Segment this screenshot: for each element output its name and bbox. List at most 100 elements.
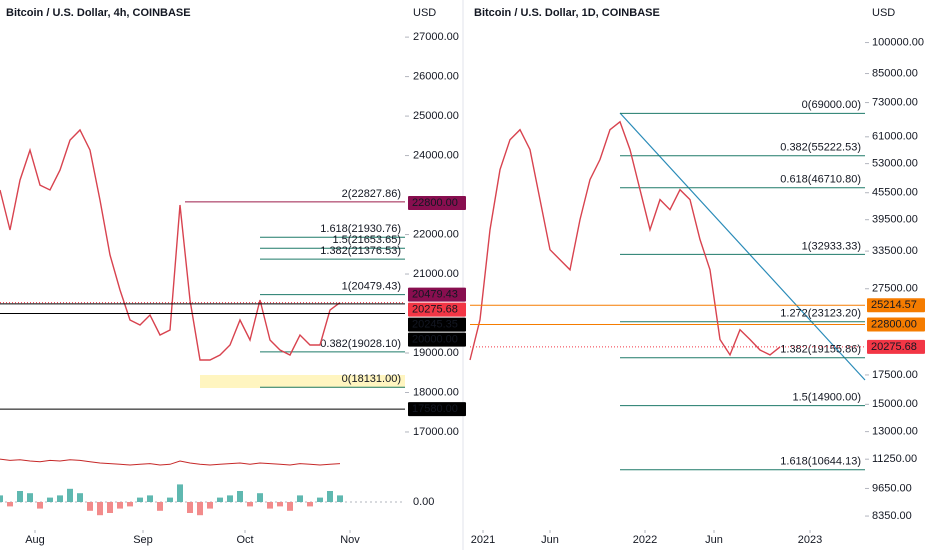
oscillator-bar [257, 493, 263, 502]
fib-label: 1.5(14900.00) [793, 392, 862, 404]
price-label: 20275.68 [871, 341, 917, 353]
oscillator-bar [127, 502, 133, 507]
oscillator-bar [327, 491, 333, 502]
x-tick-label: Sep [133, 534, 153, 546]
price-label: 20245.35 [412, 318, 458, 330]
fib-label: 1.5(21653.65) [333, 234, 402, 246]
price-label-box [408, 317, 466, 332]
y-tick-label: 8350.00 [872, 510, 912, 522]
x-tick-label: 2021 [471, 534, 495, 546]
fib-label: 0.382(19028.10) [320, 338, 401, 350]
y-tick-label: 100000.00 [872, 36, 924, 48]
oscillator-bar [237, 491, 243, 502]
price-line [469, 120, 781, 361]
y-tick-label: 11250.00 [872, 453, 917, 465]
y-tick-label: 19000.00 [413, 347, 459, 359]
oscillator-bar [17, 491, 23, 502]
price-label-box [408, 402, 466, 417]
price-label-box [408, 287, 466, 302]
oscillator-bar [147, 495, 153, 502]
oscillator-bar [167, 497, 173, 502]
oscillator-bar [57, 495, 63, 502]
oscillator-bar [77, 493, 83, 502]
oscillator-bar [337, 495, 343, 502]
price-label: 22800.00 [871, 318, 917, 330]
y-tick-label: 24000.00 [413, 149, 459, 161]
y-tick-label: 85000.00 [872, 67, 918, 79]
oscillator-bar [197, 502, 203, 516]
oscillator-bar [317, 497, 323, 502]
oscillator-bar [307, 502, 313, 507]
fib-zone [200, 375, 405, 388]
oscillator-bar [297, 495, 303, 502]
price-label: 20275.68 [412, 303, 458, 315]
fib-label: 1(20479.43) [342, 280, 401, 292]
oscillator-bar [27, 493, 33, 502]
currency-label: USD [413, 7, 436, 19]
x-tick-label: Jun [705, 534, 723, 546]
y-tick-label: 27000.00 [413, 31, 459, 43]
fib-label: 1(32933.33) [802, 240, 861, 252]
fib-label: 1.382(21376.53) [320, 245, 401, 257]
y-tick-label: 26000.00 [413, 71, 459, 83]
oscillator-bar [247, 502, 253, 507]
oscillator-bar [277, 502, 283, 507]
price-label-box [408, 332, 466, 347]
fib-label: 0(69000.00) [802, 99, 861, 111]
oscillator-bar [97, 502, 103, 516]
y-tick-label: 53000.00 [872, 158, 918, 170]
fib-label: 0(18131.00) [342, 373, 401, 385]
price-label-box [408, 195, 466, 210]
oscillator-bar [67, 488, 73, 502]
y-tick-label: 25000.00 [413, 110, 459, 122]
y-tick-label: 0.00 [413, 496, 434, 508]
x-tick-label: 2023 [798, 534, 822, 546]
y-tick-label: 13000.00 [872, 426, 918, 438]
oscillator-bar [217, 497, 223, 502]
trend-line [619, 112, 866, 381]
price-line [0, 128, 341, 361]
price-label-box [408, 302, 466, 317]
price-label-box [867, 317, 925, 332]
x-tick-label: Aug [25, 534, 45, 546]
price-label: 22800.00 [412, 197, 458, 209]
fib-label: 1.382(19155.86) [780, 344, 861, 356]
y-tick-label: 22000.00 [413, 228, 459, 240]
price-label-box [867, 339, 925, 354]
chart-title: Bitcoin / U.S. Dollar, 4h, COINBASE [6, 7, 191, 19]
fib-label: 1.618(10644.13) [780, 456, 861, 468]
y-tick-label: 45500.00 [872, 187, 918, 199]
oscillator-bar [137, 497, 143, 502]
price-label: 17580.00 [412, 403, 458, 415]
chart-title: Bitcoin / U.S. Dollar, 1D, COINBASE [474, 7, 660, 19]
fib-label: 0.382(55222.53) [780, 142, 861, 154]
x-tick-label: Jun [541, 534, 559, 546]
x-tick-label: Nov [340, 534, 360, 546]
x-tick-label: 2022 [633, 534, 657, 546]
oscillator-bar [207, 502, 213, 509]
y-tick-label: 39500.00 [872, 214, 918, 226]
y-tick-label: 73000.00 [872, 96, 918, 108]
y-tick-label: 61000.00 [872, 131, 918, 143]
fib-label: 2(22827.86) [342, 188, 401, 200]
rsi-line [0, 458, 341, 466]
y-tick-label: 17000.00 [413, 426, 459, 438]
y-tick-label: 27500.00 [872, 283, 918, 295]
price-label: 25214.57 [871, 299, 917, 311]
oscillator-bar [0, 495, 3, 502]
oscillator-bar [7, 502, 13, 507]
y-tick-label: 33500.00 [872, 245, 918, 257]
oscillator-bar [157, 502, 163, 511]
oscillator-bar [47, 497, 53, 502]
currency-label: USD [872, 7, 895, 19]
oscillator-bar [287, 502, 293, 511]
oscillator-bar [107, 502, 113, 513]
oscillator-bar [87, 502, 93, 511]
x-tick-label: Oct [236, 534, 253, 546]
fib-label: 0.618(46710.80) [780, 174, 861, 186]
oscillator-bar [37, 502, 43, 509]
y-tick-label: 17500.00 [872, 369, 918, 381]
oscillator-bar [117, 502, 123, 509]
